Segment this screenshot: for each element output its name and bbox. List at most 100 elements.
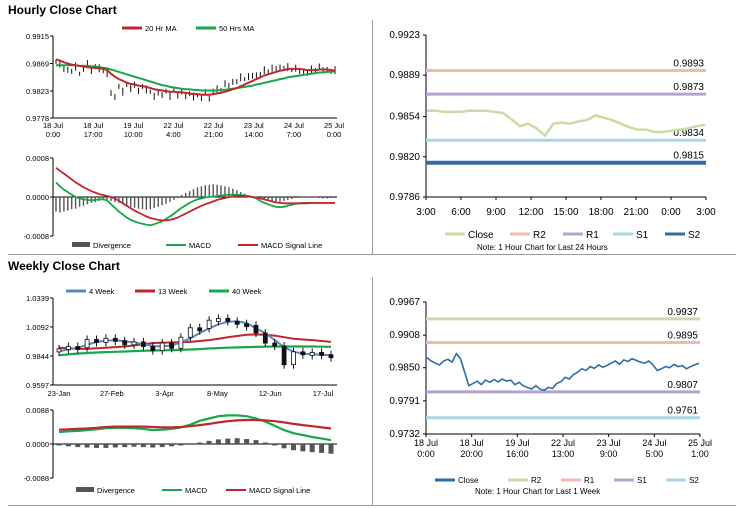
- weekly-candle-body: [112, 337, 118, 342]
- level-label-s1: 0.9834: [673, 128, 704, 139]
- lastweek-xtick-date: 24 Jul: [642, 438, 666, 448]
- weekly-divergence-bar: [65, 444, 71, 447]
- weekly-candle-body: [169, 342, 175, 349]
- weekly-candle-body: [94, 339, 99, 343]
- lastweek-legend-label-r1: R1: [584, 476, 595, 485]
- weekly-price-xtick-label: 8-May: [207, 389, 228, 398]
- weekly-price-xtick-label: 27-Feb: [100, 389, 124, 398]
- hourly-price-xtick-date: 24 Jul: [284, 121, 304, 130]
- weekly-price-ytick-label: 1.0339: [26, 294, 49, 303]
- hourly-price-xtick-date: 23 Jul: [244, 121, 264, 130]
- last24-xtick-label: 12:00: [518, 207, 543, 218]
- hourly-macd-ytick-label: -0.0008: [24, 232, 49, 241]
- weekly-price-ytick-label: 1.0092: [26, 323, 49, 332]
- weekly-macd-chart: 0.0088 0.0000 -0.0088 Divergence MACD MACD Si…: [24, 406, 337, 495]
- weekly-divergence-bar: [319, 444, 325, 453]
- weekly-section-title: Weekly Close Chart: [8, 259, 120, 273]
- hourly-price-ytick-label: 0.9823: [26, 87, 49, 96]
- wk13-line: [58, 333, 332, 350]
- lastweek-xtick-time: 5:00: [646, 449, 664, 459]
- last24-xtick-label: 3:00: [416, 207, 436, 218]
- last24-legend-label-r1: R1: [586, 230, 599, 241]
- weekly-candle-body: [253, 325, 259, 334]
- weekly-divergence-bar: [197, 442, 203, 444]
- hourly-macd-line: [55, 181, 335, 227]
- weekly-divergence-bar: [169, 444, 175, 447]
- lastweek-ytick-label: 0.9850: [389, 363, 420, 374]
- lastweek-close-line: [426, 352, 700, 392]
- weekly-divergence-bar: [131, 444, 137, 447]
- lastweek-legend-label-s2: S2: [689, 476, 699, 485]
- hourly-price-xtick-time: 0:00: [327, 130, 342, 139]
- weekly-legend-signal-label: MACD Signal Line: [249, 486, 310, 495]
- hourly-price-ytick-label: 0.9869: [26, 60, 49, 69]
- weekly-divergence-bar: [112, 444, 118, 448]
- ma20-line: [55, 58, 336, 96]
- lastweek-xtick-date: 19 Jul: [505, 438, 529, 448]
- lastweek-legend-label-s1: S1: [637, 476, 647, 485]
- ma50-line: [56, 64, 336, 92]
- weekly-divergence-bar: [75, 444, 81, 448]
- weekly-divergence-bar: [291, 444, 296, 451]
- weekly-signal-line: [58, 418, 332, 431]
- weekly-macd-line: [58, 414, 332, 442]
- weekly-candle-body: [131, 341, 137, 346]
- last24-close-line: [427, 109, 706, 138]
- legend-4week-label: 4 Week: [89, 287, 115, 296]
- lastweek-note: Note: 1 Hour Chart for Last 1 Week: [475, 487, 601, 496]
- weekly-macd-ytick-label: 0.0088: [26, 406, 49, 415]
- hourly-section-title: Hourly Close Chart: [8, 3, 117, 17]
- hourly-price-xtick-date: 25 Jul: [324, 121, 344, 130]
- last24-ytick-label: 0.9889: [389, 70, 420, 81]
- last24-legend-label-r2: R2: [533, 230, 546, 241]
- last24-xtick-label: 21:00: [623, 207, 648, 218]
- weekly-candle-body: [281, 345, 287, 366]
- hourly-macd-ytick-label: 0.0000: [26, 193, 49, 202]
- lastweek-xtick-date: 18 Jul: [414, 438, 438, 448]
- lastweek-xtick-date: 23 Jul: [597, 438, 621, 448]
- vertical-divider-top: [372, 20, 373, 255]
- last-week-chart: 0.9967 0.9908 0.9850 0.9791 0.9732 0.9937 0.98…: [389, 297, 712, 496]
- hourly-price-xtick-date: 18 Jul: [43, 121, 63, 130]
- weekly-divergence-bar: [187, 444, 193, 445]
- hourly-macd-chart: 0.0008 0.0000 -0.0008 Divergence MACD MACD Si…: [24, 154, 337, 250]
- weekly-divergence-bar: [262, 442, 268, 444]
- weekly-candle-body: [244, 323, 250, 328]
- weekly-candle-body: [56, 348, 62, 353]
- last24-xtick-label: 0:00: [661, 207, 681, 218]
- hourly-price-xtick-date: 22 Jul: [163, 121, 183, 130]
- last24-ytick-label: 0.9820: [389, 152, 420, 163]
- weekly-divergence-bar: [281, 444, 287, 449]
- vertical-divider-bottom: [372, 277, 373, 505]
- weekly-divergence-bar: [309, 444, 315, 453]
- weekly-divergence-bar: [159, 444, 165, 448]
- hourly-price-xtick-time: 21:00: [204, 130, 223, 139]
- hourly-price-xtick-time: 4:00: [166, 130, 181, 139]
- weekly-divergence-bar: [300, 444, 306, 452]
- weekly-candle-body: [197, 327, 203, 332]
- weekly-candle-body: [319, 352, 325, 356]
- weekly-candle-body: [150, 346, 156, 351]
- last24-ytick-label: 0.9854: [389, 112, 420, 123]
- weekly-price-xtick-label: 17-Jul: [313, 389, 334, 398]
- lastweek-ytick-label: 0.9967: [389, 297, 420, 308]
- level-label-s2: 0.9761: [667, 406, 698, 417]
- weekly-legend-divergence-label: Divergence: [97, 486, 135, 495]
- weekly-candle-body: [300, 351, 306, 356]
- lastweek-legend-label-r2: R2: [531, 476, 542, 485]
- lastweek-ytick-label: 0.9732: [389, 429, 420, 440]
- weekly-candle-body: [66, 346, 71, 350]
- weekly-legend-divergence-swatch: [76, 487, 94, 492]
- weekly-candle-body: [328, 354, 334, 359]
- last24-xtick-label: 6:00: [451, 207, 471, 218]
- last24-xtick-label: 15:00: [553, 207, 578, 218]
- weekly-candle-body: [75, 346, 81, 350]
- lastweek-xtick-date: 25 Jul: [688, 438, 712, 448]
- level-label-r1: 0.9895: [667, 330, 698, 341]
- hourly-price-xtick-date: 22 Jul: [204, 121, 224, 130]
- hourly-price-ytick-label: 0.9915: [26, 32, 49, 41]
- weekly-divergence-bar: [94, 444, 99, 448]
- hourly-price-xtick-time: 7:00: [287, 130, 302, 139]
- lastweek-xtick-date: 18 Jul: [460, 438, 484, 448]
- legend-40week-label: 40 Week: [232, 287, 262, 296]
